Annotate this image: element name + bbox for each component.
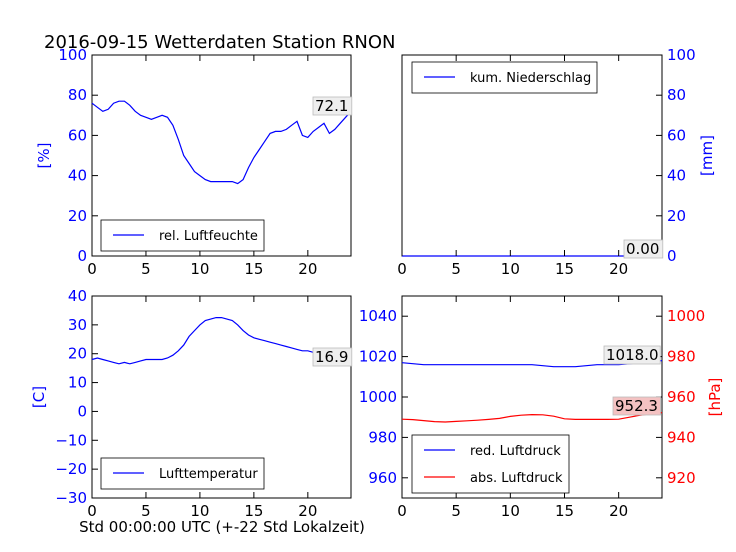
plot-temperature-y-tick-label: 30 [68, 316, 87, 334]
plot-temperature-x-tick-label: 5 [141, 502, 151, 520]
plot-pressure-reduced-line [401, 360, 663, 368]
plot-precipitation-x-tick-label: 0 [397, 260, 407, 278]
plot-pressure-x-tick-label: 15 [555, 502, 574, 520]
plot-humidity: 0 5 10 15 20 0 20 40 60 80 100 [%] 72.1 rel. Luftfeuc… [35, 46, 353, 278]
plot-temperature-x-tick-label: 0 [87, 502, 97, 520]
plot-humidity-y-axis-label: [%] [35, 143, 53, 169]
plot-humidity-series-line [91, 100, 352, 185]
plot-precipitation-y-tick-label-right: 40 [667, 167, 686, 185]
plot-humidity-x-tick-label: 15 [244, 260, 263, 278]
plot-humidity-y-tick-label: 60 [68, 126, 87, 144]
plot-humidity-y-tick-label: 80 [68, 86, 87, 104]
plot-temperature-series-line [91, 317, 352, 365]
plot-pressure-reduced-current-value: 1018.0 [606, 346, 659, 364]
plot-pressure-y-tick-label: 1040 [359, 307, 397, 325]
plot-precipitation-y-tick-label-right: 80 [667, 86, 686, 104]
plot-pressure-y-tick-label: 1000 [359, 388, 397, 406]
plot-pressure-legend-label: red. Luftdruck [470, 444, 561, 459]
plot-pressure-x-tick-label: 20 [609, 502, 628, 520]
plot-pressure-y-tick-label: 960 [368, 469, 397, 487]
plot-temperature-y-tick-label: −10 [55, 431, 87, 449]
plot-temperature-x-tick-label: 20 [298, 502, 317, 520]
figure-title: 2016-09-15 Wetterdaten Station RNON [44, 32, 395, 53]
plot-precipitation-y-tick-label-right: 20 [667, 207, 686, 225]
plot-pressure-y-tick-label-right: 1000 [667, 307, 705, 325]
plot-pressure-y-tick-label-right: 980 [667, 348, 696, 366]
plot-humidity-y-tick-label: 40 [68, 167, 87, 185]
plot-temperature-y-tick-label: −20 [55, 460, 87, 478]
plot-temperature-legend-label: Lufttemperatur [159, 467, 258, 482]
plot-pressure-y-tick-label-right: 920 [667, 469, 696, 487]
plot-humidity-y-tick-label: 0 [77, 247, 87, 265]
plot-pressure-absolute-current-value: 952.3 [615, 397, 658, 415]
plot-humidity-current-value-box [312, 96, 353, 116]
plot-temperature-y-tick-label: 40 [68, 287, 87, 305]
plot-pressure-x-tick-label: 0 [397, 502, 407, 520]
plot-pressure-reduced-current-value-box [603, 345, 661, 365]
plot-humidity-x-tick-label: 10 [190, 260, 209, 278]
plot-temperature-y-tick-label: 20 [68, 345, 87, 363]
plot-precipitation-x-tick-label: 10 [501, 260, 520, 278]
plot-humidity-x-tick-label: 20 [298, 260, 317, 278]
plot-precipitation-x-tick-label: 5 [451, 260, 461, 278]
plot-precipitation-legend-label: kum. Niederschlag [470, 71, 591, 86]
plot-precipitation-y-tick-label-right: 100 [667, 46, 696, 64]
plot-precipitation-current-value: 0.00 [626, 240, 659, 258]
plot-temperature: 0 5 10 15 20 −30 −20 −10 0 10 20 30 40 [C] 16.9 Lufttem… [30, 287, 353, 520]
plot-temperature-current-value: 16.9 [315, 348, 348, 366]
plot-temperature-x-tick-label: 10 [190, 502, 209, 520]
plot-temperature-y-tick-label: −30 [55, 489, 87, 507]
plot-humidity-x-tick-label: 0 [87, 260, 97, 278]
plot-pressure-absolute-line [401, 412, 663, 423]
plot-precipitation-x-tick-label: 15 [555, 260, 574, 278]
plot-humidity-legend-label: rel. Luftfeuchte [159, 229, 258, 244]
plot-humidity-y-tick-label: 20 [68, 207, 87, 225]
plot-precipitation-y-axis-label: [mm] [698, 135, 716, 176]
plot-temperature-y-axis-label: [C] [30, 386, 48, 408]
plot-humidity-y-tick-label: 100 [58, 46, 87, 64]
plot-pressure-x-tick-label: 5 [451, 502, 461, 520]
plot-humidity-x-tick-label: 5 [141, 260, 151, 278]
plot-pressure-y-tick-label-right: 960 [667, 388, 696, 406]
plot-pressure-y-axis-label: [hPa] [706, 378, 724, 417]
plot-precipitation: 0 5 10 15 20 0 20 40 60 80 100 [mm] 0.00 kum. Nieders… [397, 46, 716, 278]
plot-temperature-x-tick-label: 15 [244, 502, 263, 520]
plot-pressure-y-tick-label: 1020 [359, 348, 397, 366]
plot-precipitation-current-value-box [623, 239, 664, 259]
plot-humidity-current-value: 72.1 [315, 97, 348, 115]
plot-precipitation-y-tick-label-right: 0 [667, 247, 677, 265]
shared-x-axis-label: Std 00:00:00 UTC (+-22 Std Lokalzeit) [79, 518, 365, 536]
plot-temperature-current-value-box [312, 347, 353, 367]
plot-precipitation-y-tick-label-right: 60 [667, 126, 686, 144]
plot-temperature-y-tick-label: 10 [68, 374, 87, 392]
plot-temperature-y-tick-label: 0 [77, 402, 87, 420]
plot-pressure-y-tick-label-right: 940 [667, 428, 696, 446]
plot-pressure: 0 5 10 15 20 960 980 1000 1020 1040 920 940 960 980 10… [359, 295, 724, 520]
plot-pressure-x-tick-label: 10 [501, 502, 520, 520]
plot-pressure-y-tick-label: 980 [368, 428, 397, 446]
plot-pressure-absolute-current-value-box [612, 396, 661, 416]
plot-pressure-legend [411, 434, 570, 494]
plot-precipitation-x-tick-label: 20 [609, 260, 628, 278]
plot-pressure-legend-label: abs. Luftdruck [470, 471, 563, 486]
